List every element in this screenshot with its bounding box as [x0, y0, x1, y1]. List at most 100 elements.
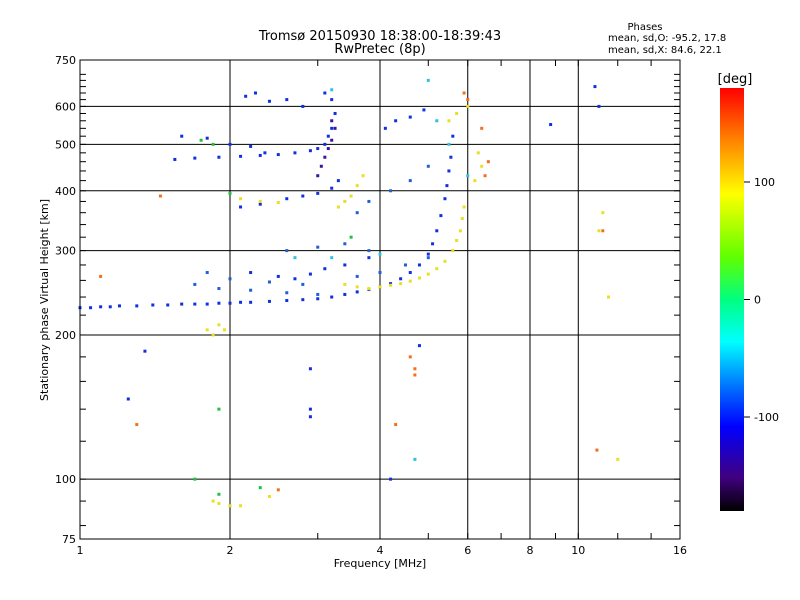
data-point [308, 272, 312, 276]
data-point [383, 126, 387, 130]
data-point [593, 85, 597, 89]
data-point [330, 88, 334, 92]
data-point [333, 126, 337, 130]
data-point [180, 302, 184, 306]
stats-line-x: mean, sd,X: 84.6, 22.1 [608, 45, 722, 56]
data-point [333, 111, 337, 115]
data-point [408, 115, 412, 119]
data-point [205, 136, 209, 140]
data-point [239, 504, 243, 508]
data-point [447, 119, 451, 123]
data-point [343, 199, 347, 203]
data-point [445, 184, 449, 188]
data-point [601, 211, 605, 215]
data-point [417, 276, 421, 280]
data-point [308, 407, 312, 411]
data-point [389, 189, 393, 193]
data-point [228, 142, 232, 146]
data-point [151, 303, 155, 307]
plot-frame [79, 59, 681, 540]
data-point [249, 288, 253, 292]
data-point [595, 448, 599, 452]
data-point [343, 282, 347, 286]
data-point [408, 179, 412, 183]
data-point [267, 99, 271, 103]
data-point [408, 355, 412, 359]
data-point [426, 78, 430, 82]
data-point [301, 104, 305, 108]
data-point [276, 201, 280, 205]
data-point [316, 297, 320, 301]
data-point [217, 155, 221, 159]
data-point [394, 423, 398, 427]
x-tick-label: 2 [227, 544, 234, 557]
data-point [399, 277, 403, 281]
data-point [413, 373, 417, 377]
data-point [239, 154, 243, 158]
y-tick-label: 300 [55, 245, 76, 258]
data-point [426, 272, 430, 276]
data-point [426, 164, 430, 168]
data-point [239, 197, 243, 201]
data-point [301, 194, 305, 198]
data-point [549, 123, 553, 127]
data-point [326, 147, 330, 151]
data-point [336, 205, 340, 209]
data-point [258, 486, 262, 490]
data-point [135, 423, 139, 427]
data-point [193, 477, 197, 481]
data-point [458, 229, 462, 233]
y-axis-label: Stationary phase Virtual Height [km] [38, 199, 51, 401]
data-point [323, 267, 327, 271]
data-point [285, 299, 289, 303]
data-point [460, 217, 464, 221]
data-point [455, 238, 459, 242]
colorbar [720, 88, 744, 511]
data-point [476, 151, 480, 155]
data-point [276, 274, 280, 278]
data-point [228, 301, 232, 305]
data-point [205, 302, 209, 306]
data-point [193, 302, 197, 306]
data-point [108, 305, 112, 309]
data-point [378, 271, 382, 275]
chart-subtitle: RwPretec (8p) [334, 42, 425, 57]
data-point [330, 119, 334, 123]
data-point [451, 134, 455, 138]
data-point [378, 252, 382, 256]
y-tick-label: 500 [55, 138, 76, 151]
data-point [439, 214, 443, 218]
data-point [389, 282, 393, 286]
data-point [239, 205, 243, 209]
data-point [308, 415, 312, 419]
data-point [417, 263, 421, 267]
data-point [403, 263, 407, 267]
data-point [217, 501, 221, 505]
data-point [330, 138, 334, 142]
y-tick-label: 400 [55, 185, 76, 198]
data-point [326, 134, 330, 138]
data-point [276, 488, 280, 492]
data-point [343, 292, 347, 296]
data-point [355, 211, 359, 215]
grid-lines [80, 60, 680, 539]
x-tick-label: 16 [673, 544, 687, 557]
data-point [166, 303, 170, 307]
data-point [323, 155, 327, 159]
data-point [217, 407, 221, 411]
data-point [316, 191, 320, 195]
data-point [466, 104, 470, 108]
data-point [258, 153, 262, 157]
data-point [193, 156, 197, 160]
data-point [249, 300, 253, 304]
data-point [316, 174, 320, 178]
x-tick-label: 6 [464, 544, 471, 557]
data-point [228, 277, 232, 281]
data-point [443, 259, 447, 263]
data-point [301, 298, 305, 302]
data-point [447, 169, 451, 173]
y-tick-label: 75 [62, 533, 76, 546]
data-point [217, 323, 221, 327]
data-point [355, 274, 359, 278]
data-point [330, 295, 334, 299]
